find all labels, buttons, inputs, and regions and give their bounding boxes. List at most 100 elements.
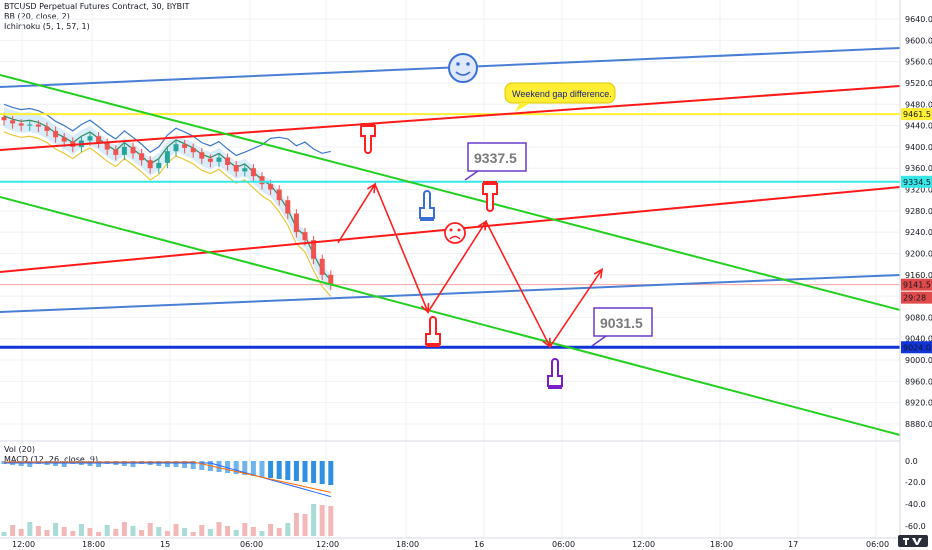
weekend-gap-note[interactable] [504, 82, 616, 104]
projection-arrowhead [477, 219, 487, 231]
time-tick-label: 12:00 [632, 540, 655, 549]
price-tag-label-cyan: 9334.5 [903, 178, 931, 187]
macd-tick-label: 0.0 [905, 457, 918, 466]
candle-body [328, 274, 334, 285]
candle-body [104, 142, 110, 150]
sad-face-icon-eye [449, 228, 453, 232]
channel-line-green-lower[interactable] [0, 196, 901, 436]
macd-tick-label: -20.0 [905, 478, 926, 487]
price-tick-label: 9640.00 [905, 15, 932, 24]
volume-bar [216, 522, 222, 536]
volume-bar [96, 532, 102, 536]
volume-bar [173, 524, 179, 536]
target-high-callout[interactable] [467, 142, 527, 172]
volume-bar [319, 505, 325, 536]
sad-face-icon-eye [457, 228, 461, 232]
volume-bar [242, 523, 248, 536]
hand-pointing-up-icon [425, 316, 441, 347]
macd-histogram-bar [27, 461, 33, 467]
candle-body [44, 126, 50, 131]
volume-bar [87, 528, 93, 536]
candle-body [225, 157, 231, 166]
time-axis[interactable]: 12:00 18:00 15 06:00 12:00 18:00 16 06:00 12:00 1… [0, 537, 900, 550]
candle-body [1, 117, 7, 121]
candle-body [199, 152, 205, 159]
candle-body [268, 184, 274, 190]
channel-line-blue-lower[interactable] [0, 274, 901, 313]
projection-zigzag[interactable] [337, 182, 603, 349]
volume-bar [121, 522, 127, 536]
macd-histogram-bar [259, 461, 265, 477]
volume-bar [293, 513, 299, 536]
volume-bar [10, 525, 16, 536]
candle-body [96, 136, 102, 143]
hand-pointing-down-icon [482, 181, 498, 212]
candle-body [311, 240, 317, 259]
channel-line-red-upper[interactable] [0, 85, 901, 151]
volume-bar [78, 524, 84, 536]
candle-body [293, 213, 299, 233]
candle-body [173, 144, 179, 152]
weekend-gap-note-tail [515, 103, 530, 112]
smiley-icon-eye [456, 62, 460, 66]
price-axis[interactable]: 9640.00 9600.00 9560.00 9520.00 9480.00 9440.… [899, 0, 932, 550]
macd-tick-label: -60.0 [905, 522, 926, 531]
price-tag-support [901, 341, 932, 354]
indicator-ichimoku-label[interactable]: Ichimoku (5, 1, 57, 1) [4, 22, 90, 31]
price-tag-label-support: 9024.0 [903, 343, 931, 352]
volume-bar [276, 528, 282, 536]
candle-body [18, 123, 24, 126]
volume-bar [182, 528, 188, 536]
macd-histogram-bar [233, 461, 239, 474]
time-tick-label: 06:00 [866, 540, 889, 549]
macd-histogram-bar [199, 461, 205, 470]
volume-bar [225, 526, 231, 536]
time-tick-label: 06:00 [552, 540, 575, 549]
target-low-callout[interactable] [593, 307, 653, 337]
volume-bar [156, 527, 162, 536]
time-tick-label: 12:00 [12, 540, 35, 549]
price-tick-label: 9400.00 [905, 143, 932, 152]
price-tag-label-timer: 29:28 [903, 294, 926, 303]
volume-bar [44, 530, 50, 536]
macd-histogram-bar [293, 461, 299, 481]
bollinger-upper [3, 103, 331, 157]
target-high-value: 9337.5 [474, 150, 517, 166]
volume-bar [164, 531, 170, 536]
price-tick-label: 9520.00 [905, 79, 932, 88]
time-axis-bg [0, 538, 900, 550]
macd-histogram-bar [268, 461, 274, 478]
projection-arrowhead [366, 182, 376, 194]
price-tick-label: 9360.00 [905, 164, 932, 173]
target-low-pointer [591, 335, 607, 347]
channel-line-green-upper[interactable] [0, 74, 901, 311]
indicator-volume-label[interactable]: Vol (20) [4, 445, 35, 454]
indicator-macd-label[interactable]: MACD (12, 26, close, 9) [4, 455, 99, 464]
candle-body [285, 200, 291, 214]
macd-histogram-bar [302, 461, 308, 482]
volume-bar [190, 532, 196, 536]
price-tag-cyan [901, 175, 932, 188]
macd-histogram-bar [328, 461, 334, 485]
candle-body [259, 176, 265, 185]
time-tick-label: 17 [788, 540, 798, 549]
indicator-bb-label[interactable]: BB (20, close, 2) [4, 12, 70, 21]
macd-histogram-bar [311, 461, 317, 483]
price-tag-current [901, 278, 932, 291]
projection-path[interactable] [337, 182, 604, 349]
candle-body [207, 158, 213, 162]
tradingview-logo [898, 535, 928, 547]
price-axis-bg [900, 0, 932, 550]
candle-body [10, 120, 16, 124]
chart-title: BTCUSD Perpetual Futures Contract, 30, B… [4, 2, 190, 11]
candle-body [113, 149, 119, 155]
target-high-pointer [464, 170, 479, 181]
annotations[interactable]: Weekend gap difference. 9337.5 9031.5 [360, 53, 653, 389]
volume-bar [35, 526, 41, 536]
candle-body [53, 130, 59, 138]
hand-pointing-up-icon [419, 190, 435, 221]
candle-body [121, 146, 127, 155]
candle-body [130, 146, 136, 154]
volume-bar [147, 523, 153, 536]
